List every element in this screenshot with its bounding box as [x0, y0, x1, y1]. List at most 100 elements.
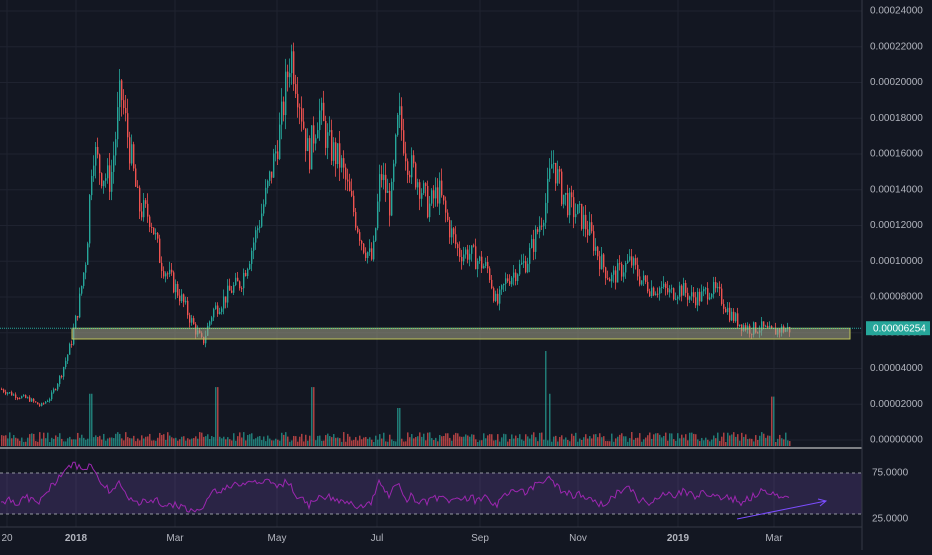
candle-body: [297, 93, 299, 108]
volume-bar: [697, 439, 699, 446]
volume-bar: [647, 435, 649, 446]
candle-body: [519, 264, 521, 275]
candle-body: [509, 281, 511, 285]
candle-body: [499, 289, 501, 304]
candle-body: [657, 293, 659, 295]
volume-bar: [33, 433, 35, 446]
volume-bar: [341, 441, 343, 446]
candle-body: [9, 392, 11, 394]
candle-body: [681, 285, 683, 296]
candle-body: [109, 165, 111, 192]
volume-bar: [41, 438, 43, 446]
candle-body: [513, 272, 515, 278]
candle-body: [381, 174, 383, 181]
current-price-label: 0.00006254: [866, 321, 930, 336]
candle-body: [541, 225, 543, 227]
candle-body: [563, 194, 565, 205]
candle-body: [103, 180, 105, 187]
volume-bar: [311, 387, 313, 446]
candle-body: [703, 289, 705, 292]
volume-bar: [639, 433, 641, 446]
volume-bar: [175, 437, 177, 446]
candle-body: [701, 291, 703, 302]
volume-bar: [71, 439, 73, 446]
candle-body: [515, 272, 517, 282]
candle-body: [679, 285, 681, 297]
volume-bar: [599, 433, 601, 446]
candle-body: [295, 84, 297, 94]
candle-body: [29, 397, 31, 402]
volume-bar: [265, 441, 267, 446]
rsi-trend-arrow[interactable]: [736, 498, 828, 520]
volume-bar: [69, 436, 71, 446]
candle-body: [715, 282, 717, 289]
volume-bar: [189, 439, 191, 446]
volume-bar: [99, 435, 101, 446]
volume-bar: [411, 434, 413, 446]
volume-bar: [63, 441, 65, 446]
volume-bar: [331, 437, 333, 446]
support-zone[interactable]: [71, 327, 851, 340]
candle-body: [429, 203, 431, 218]
volume-bar: [567, 439, 569, 446]
candle-body: [45, 401, 47, 404]
volume-bar: [405, 441, 407, 446]
candle-body: [431, 190, 433, 204]
volume-bar: [735, 436, 737, 446]
volume-bar: [711, 439, 713, 446]
price-axis[interactable]: 0.000000000.000020000.000040000.00006000…: [870, 6, 923, 446]
candle-body: [581, 203, 583, 229]
rsi-axis[interactable]: 75.0000 25.0000: [872, 468, 909, 525]
candle-body: [719, 286, 721, 289]
candle-body: [325, 120, 327, 148]
volume-bar: [11, 438, 13, 446]
candle-body: [301, 108, 303, 122]
volume-bar: [455, 432, 457, 446]
candle-body: [51, 392, 53, 400]
volume-bar: [557, 441, 559, 446]
volume-bar: [353, 439, 355, 446]
candle-body: [727, 307, 729, 313]
volume-bar: [149, 433, 151, 446]
volume-bar: [441, 436, 443, 446]
candle-body: [437, 187, 439, 204]
volume-bar: [165, 439, 167, 446]
volume-bar: [179, 439, 181, 446]
volume-bar: [745, 434, 747, 446]
candle-body: [107, 165, 109, 179]
candle-body: [735, 313, 737, 322]
volume-bar: [491, 434, 493, 446]
candle-body: [57, 384, 59, 390]
volume-bar: [15, 437, 17, 446]
candle-body: [275, 151, 277, 154]
volume-bar: [367, 438, 369, 446]
candle-body: [601, 254, 603, 270]
candle-body: [221, 308, 223, 312]
candle-body: [665, 283, 667, 289]
candle-body: [623, 272, 625, 277]
volume-bar: [241, 437, 243, 446]
candle-body: [333, 142, 335, 161]
candle-body: [689, 296, 691, 300]
candle-body: [247, 269, 249, 277]
candle-body: [77, 315, 79, 318]
volume-bar: [613, 441, 615, 446]
volume-bar: [137, 438, 139, 446]
candle-body: [145, 200, 147, 204]
volume-bar: [483, 433, 485, 446]
volume-bar: [581, 439, 583, 446]
candle-body: [593, 231, 595, 251]
candle-body: [709, 297, 711, 300]
candle-body: [411, 155, 413, 178]
volume-bar: [363, 437, 365, 446]
volume-bar: [239, 432, 241, 446]
time-axis[interactable]: 20 2018 Mar May Jul Sep Nov 2019 Mar: [1, 533, 783, 544]
time-tick-label: May: [268, 533, 287, 544]
volume-bar: [303, 441, 305, 446]
volume-bar: [349, 436, 351, 446]
candle-body: [139, 187, 141, 212]
candle-body: [687, 292, 689, 300]
volume-bar: [213, 437, 215, 446]
volume-bar: [75, 439, 77, 446]
